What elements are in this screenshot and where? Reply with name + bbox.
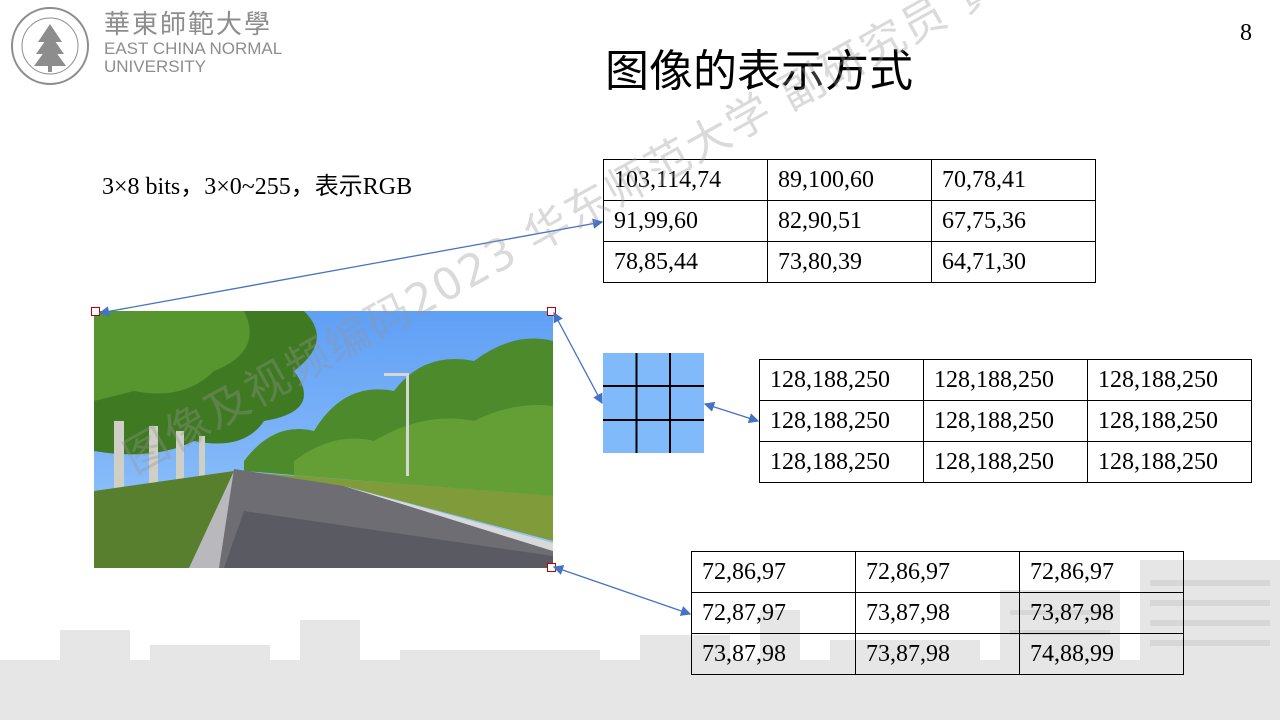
table-cell: 103,114,74 — [603, 159, 768, 201]
table-cell: 73,87,98 — [1019, 592, 1184, 634]
table-cell: 128,188,250 — [923, 441, 1088, 483]
university-logo: 華東師範大學 EAST CHINA NORMAL UNIVERSITY — [8, 4, 308, 85]
table-cell: 72,87,97 — [691, 592, 856, 634]
table-cell: 72,86,97 — [691, 551, 856, 593]
sky-pixel-zoom — [603, 353, 704, 453]
university-seal-icon — [11, 7, 89, 85]
subtitle-text: 3×8 bits，3×0~255，表示RGB — [102, 174, 413, 200]
table-cell: 128,188,250 — [759, 400, 924, 442]
table-cell: 91,99,60 — [603, 200, 768, 242]
table-cell: 73,87,98 — [855, 633, 1020, 675]
page-number: 8 — [1240, 20, 1252, 46]
arrow-to-middle-table — [703, 401, 760, 424]
table-row: 72,86,97 72,86,97 72,86,97 — [691, 551, 1184, 593]
table-cell: 70,78,41 — [931, 159, 1096, 201]
table-cell: 128,188,250 — [759, 441, 924, 483]
table-cell: 128,188,250 — [1087, 441, 1252, 483]
table-cell: 128,188,250 — [759, 359, 924, 401]
road-photo[interactable] — [94, 311, 553, 568]
table-row: 73,87,98 73,87,98 74,88,99 — [691, 633, 1184, 675]
arrow-to-sky-zoom — [553, 311, 603, 405]
table-cell: 89,100,60 — [767, 159, 932, 201]
table-cell: 64,71,30 — [931, 241, 1096, 283]
table-cell: 72,86,97 — [1019, 551, 1184, 593]
logo-english-line2: UNIVERSITY — [104, 57, 207, 76]
pixel-table-bottom: 72,86,97 72,86,97 72,86,97 72,87,97 73,8… — [691, 551, 1184, 675]
table-cell: 73,80,39 — [767, 241, 932, 283]
table-cell: 128,188,250 — [1087, 359, 1252, 401]
table-row: 128,188,250 128,188,250 128,188,250 — [759, 441, 1252, 483]
photo-handle-top-right[interactable] — [547, 307, 556, 316]
table-row: 128,188,250 128,188,250 128,188,250 — [759, 359, 1252, 401]
table-cell: 82,90,51 — [767, 200, 932, 242]
table-cell: 67,75,36 — [931, 200, 1096, 242]
slide-title: 图像的表示方式 — [605, 46, 913, 97]
table-cell: 78,85,44 — [603, 241, 768, 283]
road-photo-image — [94, 311, 553, 568]
table-cell: 128,188,250 — [1087, 400, 1252, 442]
table-cell: 72,86,97 — [855, 551, 1020, 593]
table-cell: 74,88,99 — [1019, 633, 1184, 675]
logo-english-line1: EAST CHINA NORMAL — [104, 39, 283, 58]
table-row: 128,188,250 128,188,250 128,188,250 — [759, 400, 1252, 442]
table-cell: 73,87,98 — [855, 592, 1020, 634]
pixel-table-middle: 128,188,250 128,188,250 128,188,250 128,… — [759, 359, 1252, 483]
table-row: 72,87,97 73,87,98 73,87,98 — [691, 592, 1184, 634]
table-row: 91,99,60 82,90,51 67,75,36 — [603, 200, 1096, 242]
table-cell: 128,188,250 — [923, 359, 1088, 401]
photo-handle-top-left[interactable] — [91, 307, 100, 316]
photo-handle-bottom-right[interactable] — [547, 563, 556, 572]
table-cell: 73,87,98 — [691, 633, 856, 675]
table-cell: 128,188,250 — [923, 400, 1088, 442]
table-row: 103,114,74 89,100,60 70,78,41 — [603, 159, 1096, 201]
logo-chinese-name: 華東師範大學 — [104, 10, 273, 40]
pixel-table-top: 103,114,74 89,100,60 70,78,41 91,99,60 8… — [603, 159, 1096, 283]
table-row: 78,85,44 73,80,39 64,71,30 — [603, 241, 1096, 283]
